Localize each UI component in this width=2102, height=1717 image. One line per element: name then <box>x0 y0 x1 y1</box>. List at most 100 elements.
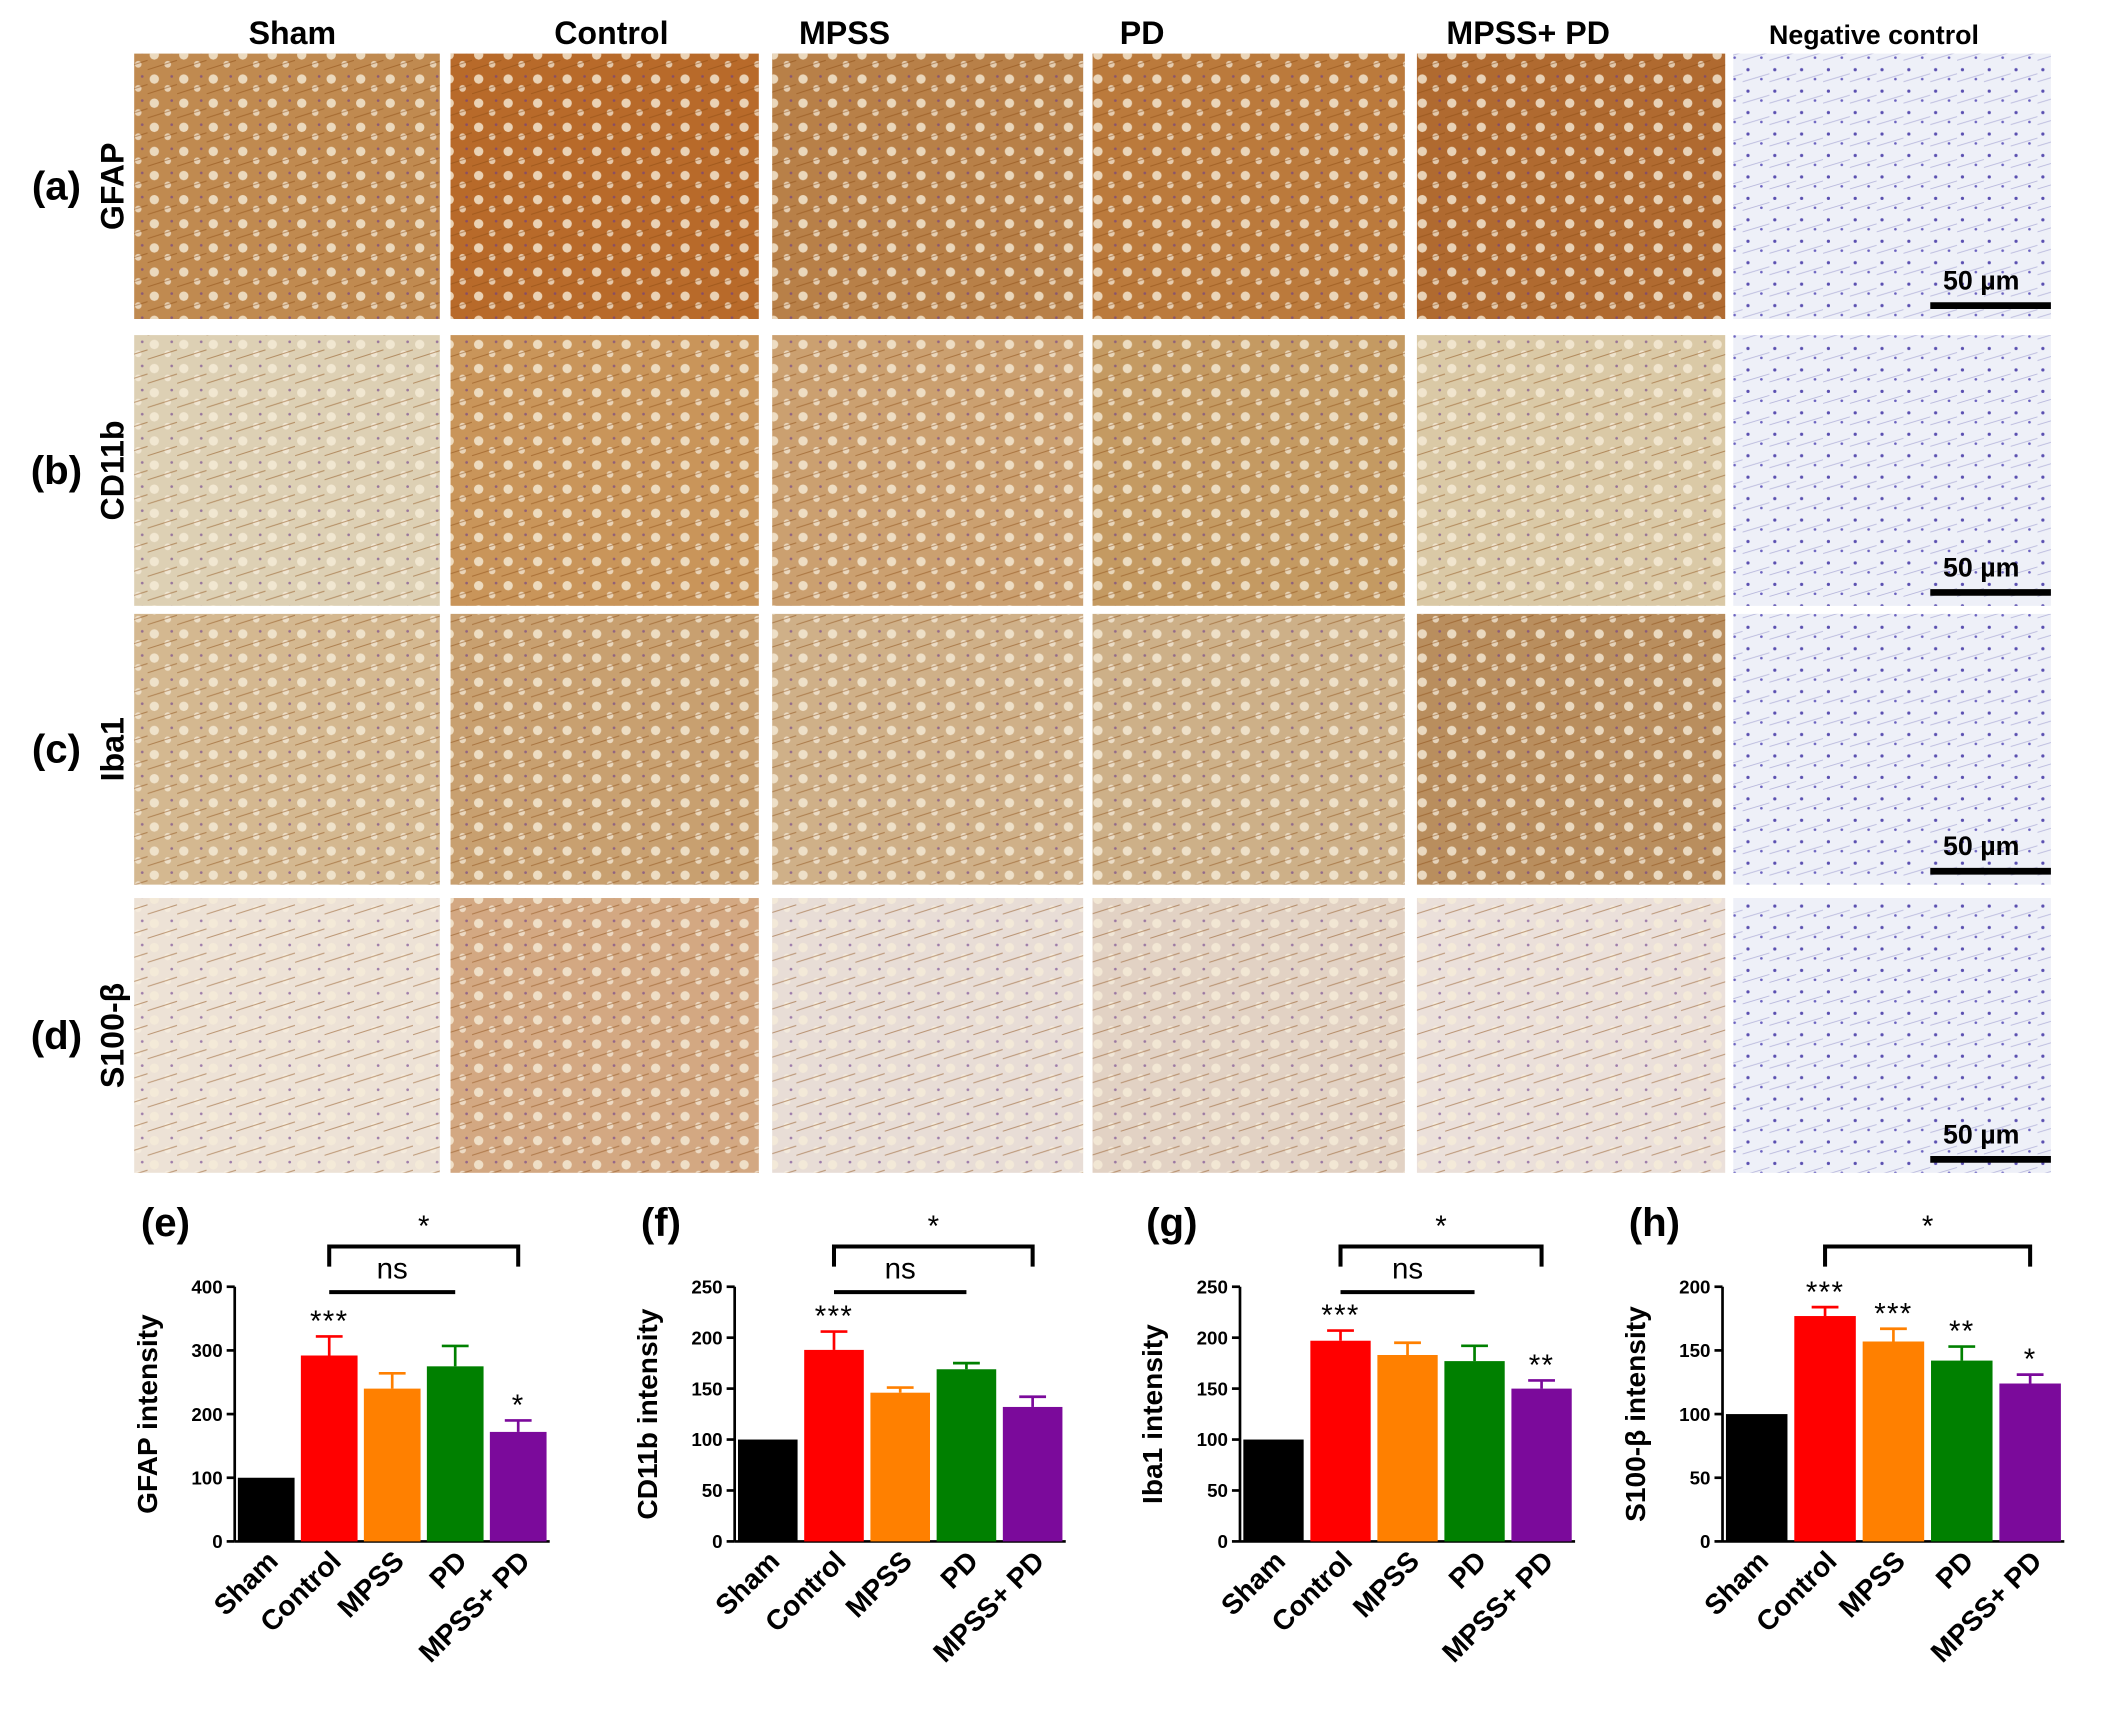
micrograph-texture <box>450 613 759 885</box>
scale-bar-label: 50 µm <box>1943 266 2020 296</box>
micrograph-texture <box>1416 53 1726 320</box>
micrograph-texture <box>772 335 1084 606</box>
stain-label: GFAP <box>94 143 130 231</box>
y-tick-label: 0 <box>212 1531 222 1552</box>
x-tick-label: MPSS <box>840 1545 918 1623</box>
micrograph-texture <box>450 898 759 1173</box>
x-tick-label: PD <box>1443 1545 1493 1595</box>
micrograph-texture <box>772 613 1084 885</box>
comparison-bracket <box>831 1244 1035 1267</box>
y-tick-label: 0 <box>712 1531 722 1552</box>
y-axis-label: S100-β intensity <box>1620 1306 1651 1522</box>
chart-title: (g) <box>1146 1200 1197 1245</box>
y-tick-label: 100 <box>1679 1404 1710 1425</box>
comparison-bracket <box>1338 1244 1544 1267</box>
bar <box>489 1431 547 1542</box>
y-tick-label: 200 <box>191 1404 222 1425</box>
x-tick-label: MPSS <box>1833 1545 1911 1623</box>
y-tick-label: 150 <box>1197 1378 1228 1399</box>
column-header: Control <box>554 15 668 51</box>
scale-bar-label: 50 µm <box>1943 831 2020 861</box>
significance-label: * <box>2024 1343 2037 1376</box>
bar <box>1511 1388 1572 1542</box>
micrograph-texture <box>1733 335 2051 606</box>
y-axis-label: CD11b intensity <box>632 1308 663 1519</box>
stain-label: Iba1 <box>94 717 130 781</box>
panel-label: (b) <box>31 448 82 493</box>
bar <box>1862 1341 1925 1542</box>
y-axis-label: GFAP intensity <box>132 1314 163 1514</box>
y-tick-label: 50 <box>1207 1480 1228 1501</box>
micrograph-texture <box>134 53 440 320</box>
significance-label: *** <box>1806 1276 1844 1309</box>
bar <box>1002 1406 1063 1542</box>
y-tick-label: 100 <box>191 1467 222 1488</box>
micrograph-texture <box>450 335 759 606</box>
bar <box>936 1369 997 1542</box>
panel-label: (c) <box>32 727 81 772</box>
y-tick-label: 50 <box>702 1480 723 1501</box>
significance-label: *** <box>1321 1299 1359 1332</box>
micrograph-grid <box>134 53 2051 1173</box>
y-tick-label: 250 <box>691 1276 722 1297</box>
micrograph-texture <box>134 613 440 885</box>
bar <box>1794 1316 1856 1542</box>
comparison-label: ns <box>885 1253 916 1286</box>
x-tick-label: MPSS <box>332 1545 410 1623</box>
y-tick-label: 0 <box>1700 1531 1710 1552</box>
micrograph-texture <box>1416 335 1726 606</box>
bar <box>870 1392 931 1542</box>
micrograph-texture <box>134 335 440 606</box>
micrograph-texture <box>1092 53 1405 320</box>
chart-title: (h) <box>1629 1200 1680 1245</box>
micrograph-texture <box>1733 53 2051 320</box>
bar <box>737 1439 798 1542</box>
scale-bar-label: 50 µm <box>1943 1119 2020 1149</box>
bar <box>1444 1361 1505 1542</box>
chart-title: (f) <box>641 1200 681 1245</box>
bar <box>1243 1439 1304 1542</box>
column-header: Negative control <box>1769 20 1979 50</box>
column-header: Sham <box>249 15 337 51</box>
comparison-bracket <box>327 1244 521 1267</box>
x-tick-label: PD <box>1930 1545 1980 1595</box>
y-tick-label: 0 <box>1217 1531 1227 1552</box>
y-tick-label: 100 <box>1197 1429 1228 1450</box>
column-header: PD <box>1120 15 1165 51</box>
y-tick-label: 400 <box>191 1276 222 1297</box>
x-tick-label: PD <box>423 1545 473 1595</box>
micrograph-texture <box>1733 898 2051 1173</box>
bar <box>237 1477 295 1542</box>
y-tick-label: 50 <box>1690 1467 1711 1488</box>
y-axis-label: Iba1 intensity <box>1137 1324 1168 1504</box>
stain-label: S100-β <box>94 983 130 1088</box>
y-tick-label: 200 <box>1197 1327 1228 1348</box>
comparison-label: ns <box>1392 1253 1423 1286</box>
scale-bar-label: 50 µm <box>1943 552 2020 582</box>
comparison-label: * <box>928 1210 939 1243</box>
micrograph-texture <box>1092 613 1405 885</box>
micrograph-texture <box>1092 335 1405 606</box>
micrograph-texture <box>1416 613 1726 885</box>
significance-label: *** <box>310 1305 348 1338</box>
y-tick-label: 250 <box>1197 1276 1228 1297</box>
significance-label: * <box>512 1389 525 1422</box>
comparison-label: ns <box>377 1253 408 1286</box>
significance-label: ** <box>1529 1349 1555 1382</box>
significance-label: *** <box>1874 1297 1912 1330</box>
panel-label: (d) <box>31 1013 82 1058</box>
micrograph-texture <box>772 898 1084 1173</box>
micrograph-texture <box>1733 613 2051 885</box>
micrograph-texture <box>772 53 1084 320</box>
stain-label: CD11b <box>94 420 130 520</box>
micrograph-texture <box>1092 898 1405 1173</box>
x-tick-label: MPSS <box>1347 1545 1425 1623</box>
comparison-label: * <box>418 1210 429 1243</box>
bar <box>300 1355 358 1542</box>
y-tick-label: 200 <box>691 1327 722 1348</box>
bar <box>1931 1360 1993 1542</box>
bar <box>1377 1354 1438 1542</box>
comparison-label: * <box>1922 1210 1933 1243</box>
micrograph-texture <box>450 53 759 320</box>
